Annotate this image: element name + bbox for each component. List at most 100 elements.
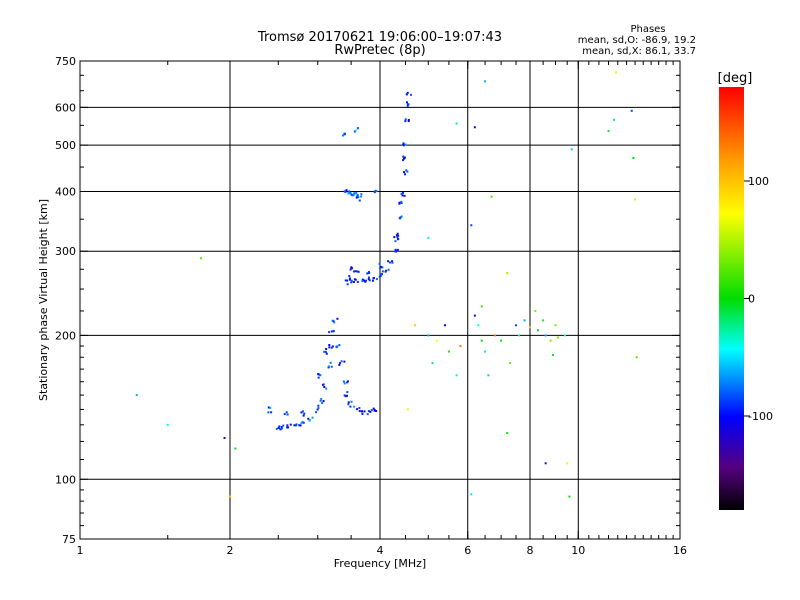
echo-point bbox=[358, 406, 361, 409]
echo-point bbox=[344, 279, 347, 282]
echo-point bbox=[372, 407, 375, 410]
echo-point bbox=[563, 334, 566, 337]
echo-point bbox=[286, 413, 289, 416]
stats-heading: Phases bbox=[630, 24, 665, 35]
echo-point bbox=[477, 324, 480, 327]
echo-point bbox=[329, 361, 332, 364]
echo-point bbox=[358, 410, 361, 413]
x-tick-label: 4 bbox=[377, 544, 384, 557]
echo-point bbox=[536, 329, 539, 332]
echo-point bbox=[552, 353, 555, 356]
echo-point bbox=[375, 190, 378, 193]
echo-point bbox=[523, 319, 526, 322]
echo-point bbox=[407, 120, 410, 123]
chart-subtitle: RwPretec (8p) bbox=[334, 43, 425, 58]
echo-point bbox=[401, 191, 404, 194]
echo-point bbox=[364, 280, 367, 283]
echo-point bbox=[323, 350, 326, 353]
echo-point bbox=[381, 270, 384, 273]
echo-point bbox=[301, 421, 304, 424]
y-tick-label: 500 bbox=[55, 139, 76, 152]
echo-point bbox=[363, 279, 366, 282]
echo-point bbox=[350, 281, 353, 284]
echo-point bbox=[388, 261, 391, 264]
echo-point bbox=[322, 383, 325, 386]
echo-point bbox=[342, 380, 345, 383]
echo-point bbox=[404, 118, 407, 121]
echo-point bbox=[346, 283, 349, 286]
echo-point bbox=[352, 280, 355, 283]
y-tick-label: 750 bbox=[55, 55, 76, 68]
echo-point bbox=[380, 273, 383, 276]
echo-point bbox=[427, 236, 430, 239]
echo-point bbox=[380, 266, 383, 269]
echo-point bbox=[282, 424, 285, 427]
echo-point bbox=[549, 339, 552, 342]
echo-point bbox=[544, 462, 547, 465]
echo-point bbox=[270, 411, 273, 414]
echo-point bbox=[394, 248, 397, 251]
echo-point bbox=[360, 410, 363, 413]
echo-point bbox=[470, 493, 473, 496]
echo-point bbox=[317, 404, 320, 407]
echo-point bbox=[338, 363, 341, 366]
echo-point bbox=[391, 260, 394, 263]
echo-point bbox=[517, 334, 520, 337]
echo-point bbox=[280, 427, 283, 430]
echo-point bbox=[373, 409, 376, 412]
echo-point bbox=[379, 274, 382, 277]
echo-point bbox=[286, 424, 289, 427]
echo-point bbox=[509, 362, 512, 365]
echo-point bbox=[311, 416, 314, 419]
echo-point bbox=[361, 412, 364, 415]
stats-line-x: mean, sd,X: 86.1, 33.7 bbox=[582, 46, 696, 57]
echo-point bbox=[371, 279, 374, 282]
echo-point bbox=[323, 385, 326, 388]
echo-point bbox=[403, 194, 406, 197]
echo-point bbox=[303, 412, 306, 415]
echo-point bbox=[343, 394, 346, 397]
echo-point bbox=[295, 423, 298, 426]
echo-point bbox=[307, 417, 310, 420]
echo-point bbox=[396, 237, 399, 240]
echo-point bbox=[400, 202, 403, 205]
echo-point bbox=[135, 394, 138, 397]
echo-point bbox=[275, 427, 278, 430]
echo-point bbox=[280, 426, 283, 429]
echo-point bbox=[350, 400, 353, 403]
echo-point bbox=[360, 193, 363, 196]
echo-point bbox=[402, 159, 405, 162]
echo-point bbox=[350, 193, 353, 196]
echo-point bbox=[361, 280, 364, 283]
echo-point bbox=[403, 156, 406, 159]
chart-title: Tromsø 20170621 19:06:00–19:07:43 bbox=[257, 30, 502, 45]
echo-point bbox=[317, 406, 320, 409]
echo-point bbox=[330, 365, 333, 368]
echo-point bbox=[346, 380, 349, 383]
echo-point bbox=[325, 352, 328, 355]
echo-point bbox=[484, 80, 487, 83]
echo-point bbox=[366, 272, 369, 275]
echo-point bbox=[350, 267, 353, 270]
echo-point bbox=[353, 405, 356, 408]
echo-point bbox=[301, 410, 304, 413]
echo-point bbox=[373, 190, 376, 193]
echo-point bbox=[319, 399, 322, 402]
echo-point bbox=[328, 343, 331, 346]
echo-point bbox=[229, 495, 231, 498]
echo-point bbox=[379, 267, 382, 270]
echo-point bbox=[269, 406, 272, 409]
echo-point bbox=[330, 346, 333, 349]
echo-point bbox=[354, 129, 357, 132]
y-tick-labels: 75 100 200 300 400 500 600 750 bbox=[55, 55, 76, 546]
echo-point bbox=[394, 240, 397, 243]
echo-point bbox=[336, 317, 339, 320]
y-axis-label: Stationary phase Virtual Height [km] bbox=[37, 199, 50, 401]
echo-point bbox=[487, 374, 490, 377]
echo-point bbox=[402, 142, 405, 145]
echo-point bbox=[378, 262, 381, 265]
echo-point bbox=[473, 314, 476, 317]
y-tick-label: 200 bbox=[55, 329, 76, 342]
echo-point bbox=[402, 143, 405, 146]
echo-point bbox=[234, 447, 237, 450]
